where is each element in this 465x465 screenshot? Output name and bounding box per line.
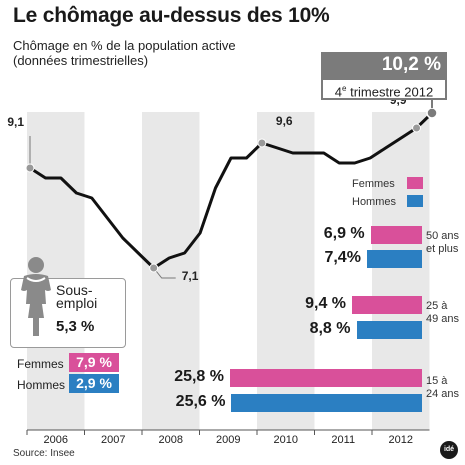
period-prefix: 4: [334, 84, 343, 100]
x-tick-label: 2011: [331, 434, 355, 446]
age-group-label-line: et plus: [426, 243, 459, 255]
period-suffix: trimestre 2012: [346, 84, 434, 100]
sous-emploi-label-line-1: Sous-: [56, 282, 93, 298]
bar-value-label: 25,8 %: [174, 368, 224, 385]
bar-femmes: [352, 296, 422, 314]
sous-emploi-femmes-value: 7,9 %: [69, 353, 119, 372]
bar-femmes: [370, 226, 422, 244]
bar-hommes: [366, 250, 422, 268]
chart-subtitle: Chômage en % de la population active (do…: [13, 38, 236, 68]
annotation-label: 9,1: [7, 115, 24, 129]
source-note: Source: Insee: [13, 448, 75, 459]
x-tick-label: 2010: [274, 434, 298, 446]
bar-value-label: 8,8 %: [309, 320, 351, 337]
subtitle-line-2: (données trimestrielles): [13, 53, 149, 68]
bar-femmes: [230, 369, 422, 387]
age-group-label: 25 à 49 ans: [426, 300, 459, 326]
legend-hommes-label: Hommes: [352, 196, 397, 208]
sous-emploi-label: Sous- emploi: [56, 282, 98, 311]
bar-value-label: 25,6 %: [175, 393, 226, 410]
x-tick-label: 2008: [159, 434, 183, 446]
subtitle-line-1: Chômage en % de la population active: [13, 38, 236, 53]
sous-emploi-hommes-label: Hommes: [17, 378, 66, 392]
bar-value-label: 6,9 %: [323, 225, 365, 242]
highlight-period: 4e trimestre 2012: [321, 78, 447, 100]
age-group-label: 15 à 24 ans: [426, 375, 459, 401]
bar-value-label: 9,4 %: [305, 295, 347, 312]
annotation-point: [257, 138, 267, 148]
annotation-point: [149, 263, 159, 273]
chart-title: Le chômage au-dessus des 10%: [13, 4, 330, 27]
legend-femmes-swatch: [407, 177, 423, 189]
latest-point: [426, 107, 438, 119]
x-tick-label: 2012: [389, 434, 413, 446]
sous-emploi-label-line-2: emploi: [56, 295, 98, 311]
age-group-label-line: 50 ans: [426, 230, 460, 242]
age-group-label: 50 ans et plus: [426, 230, 459, 256]
unemployment-line: [29, 111, 434, 270]
person-icon: [21, 257, 51, 336]
sous-emploi-value: 5,3 %: [56, 318, 95, 335]
period-sup: e: [342, 84, 347, 93]
annotation-point: [412, 123, 422, 133]
legend-hommes-swatch: [407, 195, 423, 207]
publisher-logo: idé: [440, 441, 458, 459]
age-group-label-line: 24 ans: [426, 388, 460, 400]
age-group-label-line: 49 ans: [426, 313, 460, 325]
bar-hommes: [356, 321, 422, 339]
annotation-label: 7,1: [182, 269, 199, 283]
age-group-label-line: 15 à: [426, 375, 448, 387]
x-tick-label: 2007: [101, 434, 125, 446]
sous-emploi-femmes-label: Femmes: [17, 357, 64, 371]
bar-value-label: 7,4%: [324, 249, 361, 266]
annotation-label: 9,6: [276, 114, 293, 128]
legend-femmes-label: Femmes: [352, 178, 395, 190]
annotation-point: [25, 163, 35, 173]
x-tick-label: 2009: [216, 434, 240, 446]
age-group-label-line: 25 à: [426, 300, 448, 312]
highlight-value: 10,2 %: [321, 52, 447, 78]
x-tick-label: 2006: [44, 434, 68, 446]
bar-hommes: [231, 394, 422, 412]
sous-emploi-hommes-value: 2,9 %: [69, 374, 119, 393]
